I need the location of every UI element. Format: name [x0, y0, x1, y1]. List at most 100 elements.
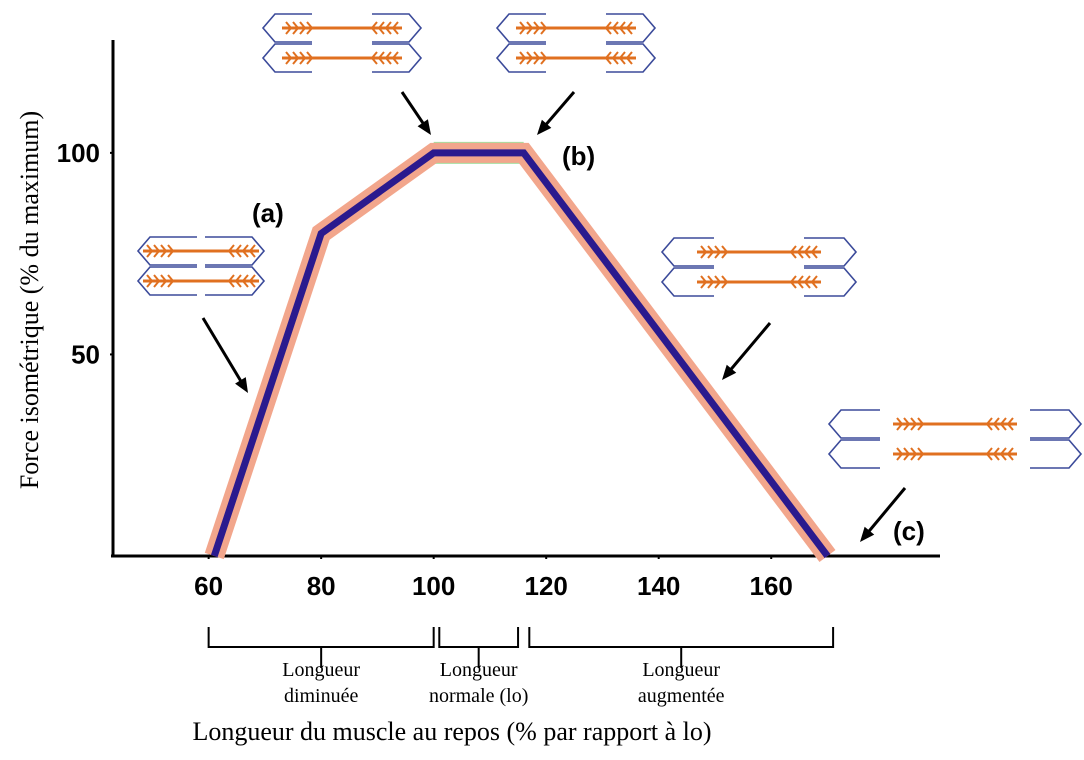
- chevron: [146, 244, 154, 258]
- chevron: [391, 51, 399, 65]
- arrow-shaft: [400, 91, 428, 130]
- z-band: [261, 13, 312, 43]
- region-label: diminuée: [284, 685, 359, 707]
- chevron: [370, 21, 378, 35]
- chevron: [625, 21, 633, 35]
- chevron: [1006, 447, 1014, 461]
- z-band: [606, 13, 657, 43]
- chevron: [700, 245, 708, 259]
- chevron: [540, 21, 548, 35]
- chevron: [714, 275, 722, 289]
- chevron: [789, 275, 797, 289]
- z-band: [136, 236, 197, 266]
- chevron: [910, 447, 918, 461]
- chevron: [292, 21, 300, 35]
- z-band: [660, 237, 714, 267]
- x-axis-label: Longueur du muscle au repos (% par rappo…: [192, 717, 711, 746]
- chevron: [306, 21, 314, 35]
- chevron: [721, 275, 729, 289]
- z-band: [804, 237, 858, 267]
- chevron: [292, 51, 300, 65]
- chevron: [234, 274, 242, 288]
- z-band: [136, 266, 197, 296]
- z-band: [372, 43, 423, 73]
- chevron: [299, 21, 307, 35]
- x-tick-label: 80: [307, 571, 336, 601]
- chevron: [167, 244, 175, 258]
- region-label: Longueur: [642, 659, 720, 681]
- chevron: [160, 244, 168, 258]
- z-band: [660, 267, 714, 297]
- sarcomere-icons: [136, 13, 1083, 469]
- chevron: [377, 21, 385, 35]
- z-band: [804, 267, 858, 297]
- chevron: [810, 275, 818, 289]
- region-label: Longueur: [440, 659, 518, 681]
- chevron: [526, 21, 534, 35]
- chevron: [604, 51, 612, 65]
- chevron: [146, 274, 154, 288]
- chevron: [985, 417, 993, 431]
- chevron: [248, 244, 256, 258]
- chevron: [540, 51, 548, 65]
- region-bracket: [207, 627, 435, 668]
- region-label: augmentée: [638, 685, 725, 707]
- chevron: [700, 275, 708, 289]
- chevron: [285, 21, 293, 35]
- chevron: [533, 21, 541, 35]
- chevron: [985, 447, 993, 461]
- x-tick-label: 60: [194, 571, 223, 601]
- chevron: [903, 447, 911, 461]
- z-band: [606, 43, 657, 73]
- chevron: [917, 447, 925, 461]
- line-halo: [204, 142, 836, 563]
- chevron: [796, 275, 804, 289]
- chevron: [227, 274, 235, 288]
- arrow-head: [537, 119, 552, 135]
- z-band: [1030, 409, 1083, 439]
- x-tick-label: 140: [637, 571, 680, 601]
- chevron: [999, 447, 1007, 461]
- chevron: [377, 51, 385, 65]
- chevron: [896, 417, 904, 431]
- chevron: [391, 21, 399, 35]
- chevron: [707, 245, 715, 259]
- annotation: (c): [893, 516, 925, 546]
- chevron: [306, 51, 314, 65]
- chevron: [625, 51, 633, 65]
- chevron: [618, 51, 626, 65]
- chevron: [241, 244, 249, 258]
- chevron: [810, 245, 818, 259]
- chevron: [604, 21, 612, 35]
- chevron: [160, 274, 168, 288]
- x-tick-label: 120: [524, 571, 567, 601]
- chevron: [241, 274, 249, 288]
- chevron: [992, 417, 1000, 431]
- chevron: [803, 275, 811, 289]
- chevron: [707, 275, 715, 289]
- annotation: (a): [252, 198, 284, 228]
- chevron: [299, 51, 307, 65]
- z-band: [205, 236, 266, 266]
- chevron: [992, 447, 1000, 461]
- arrow-shaft: [726, 322, 772, 375]
- chevron: [789, 245, 797, 259]
- chevron: [803, 245, 811, 259]
- chevron: [1006, 417, 1014, 431]
- chevron: [384, 21, 392, 35]
- z-band: [205, 266, 266, 296]
- z-band: [372, 13, 423, 43]
- chevron: [153, 244, 161, 258]
- chevron: [248, 274, 256, 288]
- chevron: [917, 417, 925, 431]
- z-band: [827, 439, 880, 469]
- chevron: [721, 245, 729, 259]
- region-label: normale (lo): [429, 685, 528, 707]
- chevron: [903, 417, 911, 431]
- chevron: [526, 51, 534, 65]
- arrows: [201, 91, 907, 542]
- x-tick-label: 160: [750, 571, 793, 601]
- line: [210, 149, 831, 559]
- region-label: Longueur: [282, 659, 360, 681]
